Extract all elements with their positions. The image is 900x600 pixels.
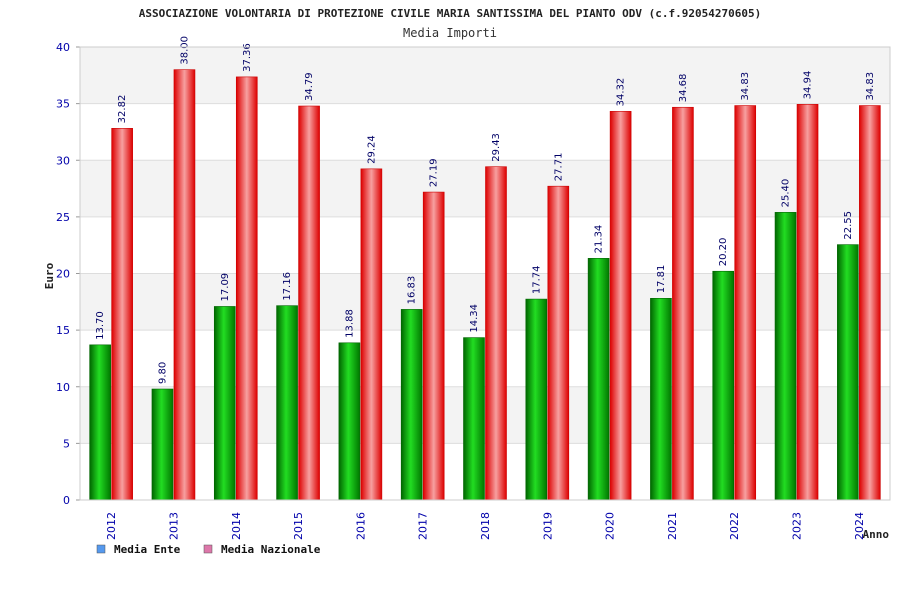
grid-band	[80, 160, 890, 217]
data-label: 22.55	[843, 211, 854, 240]
bar-media-ente	[587, 258, 610, 501]
data-label: 20.20	[718, 238, 729, 267]
plot-frame	[79, 46, 891, 501]
bar-media-ente	[837, 244, 859, 501]
data-label: 27.71	[553, 153, 564, 182]
bar-media-nazionale	[796, 104, 819, 501]
grid-band	[80, 47, 890, 104]
bar-media-nazionale	[859, 105, 881, 501]
y-axis-ticks: 0 5 10 15 20 25 30 35 40	[56, 41, 80, 507]
bar-media-nazionale	[609, 111, 632, 501]
data-label: 13.88	[344, 309, 355, 338]
y-tick-label: 5	[63, 437, 70, 450]
data-label: 34.94	[803, 71, 814, 100]
bar-media-nazionale	[360, 168, 383, 501]
y-tick-label: 15	[56, 324, 70, 337]
data-label: 17.74	[531, 265, 542, 294]
y-tick-label: 35	[56, 98, 70, 111]
bars	[89, 69, 881, 501]
data-label: 17.16	[282, 272, 293, 301]
x-tick-label: 2019	[541, 512, 554, 540]
data-labels: 13.70 32.82 9.80 38.00 17.09 37.36 17.16 34.79 1…	[95, 36, 876, 384]
data-label: 17.81	[656, 265, 667, 294]
x-tick-label: 2012	[105, 512, 118, 540]
bar-media-nazionale	[298, 105, 320, 501]
y-tick-label: 30	[56, 154, 70, 167]
data-label: 16.83	[407, 276, 418, 305]
legend-swatch-media-nazionale	[203, 544, 213, 554]
x-tick-label: 2022	[728, 512, 741, 540]
bar-media-nazionale	[485, 166, 507, 501]
x-tick-label: 2014	[230, 512, 243, 540]
data-label: 21.34	[594, 225, 605, 254]
grid-band	[80, 273, 890, 331]
data-label: 37.36	[242, 43, 253, 72]
y-axis-label: Euro	[43, 262, 56, 289]
data-label: 34.83	[865, 72, 876, 101]
grid-band	[80, 386, 890, 444]
x-tick-label: 2015	[292, 512, 305, 540]
bar-media-ente	[338, 342, 361, 501]
bar-media-ente	[213, 306, 236, 501]
data-label: 34.83	[740, 72, 751, 101]
x-tick-label: 2016	[354, 512, 367, 540]
bar-media-ente	[400, 309, 423, 501]
bar-media-ente	[712, 270, 735, 501]
bar-media-ente	[276, 305, 298, 501]
bar-media-ente	[774, 212, 797, 501]
bar-media-nazionale	[734, 105, 757, 501]
bar-media-nazionale	[173, 69, 196, 501]
bar-media-ente	[89, 344, 111, 501]
data-label: 32.82	[117, 95, 128, 124]
x-axis-ticks: 2012 2013 2014 2015 2016 2017 2018 2019 2020 2021…	[105, 512, 866, 540]
bar-media-ente	[463, 337, 485, 501]
data-label: 17.09	[220, 273, 231, 302]
y-tick-label: 20	[56, 268, 70, 281]
data-label: 29.24	[366, 135, 377, 164]
x-tick-label: 2024	[853, 512, 866, 540]
data-label: 34.68	[678, 74, 689, 103]
bar-media-nazionale	[547, 185, 570, 501]
data-label: 25.40	[781, 179, 792, 208]
bar-media-nazionale	[111, 128, 133, 501]
bar-media-ente	[650, 298, 672, 501]
chart-subtitle: Media Importi	[403, 26, 497, 40]
legend-label-media-ente: Media Ente	[114, 543, 181, 556]
x-tick-label: 2017	[417, 512, 430, 540]
bar-media-nazionale	[422, 191, 445, 501]
data-label: 38.00	[179, 36, 190, 65]
y-tick-label: 0	[63, 494, 70, 507]
grid-band	[80, 330, 890, 387]
y-tick-label: 25	[56, 211, 70, 224]
data-label: 27.19	[429, 158, 440, 187]
data-label: 13.70	[95, 311, 106, 340]
data-label: 34.79	[304, 72, 315, 101]
data-label: 34.32	[616, 78, 627, 107]
data-label: 29.43	[491, 133, 502, 162]
x-tick-label: 2023	[791, 512, 804, 540]
data-label: 14.34	[469, 304, 480, 333]
bar-media-nazionale	[672, 106, 694, 501]
x-axis-label: Anno	[863, 528, 890, 541]
legend-label-media-nazionale: Media Nazionale	[221, 543, 321, 556]
x-tick-label: 2013	[167, 512, 180, 540]
y-tick-label: 10	[56, 381, 70, 394]
data-label: 9.80	[157, 362, 168, 384]
grid-band	[80, 443, 890, 500]
x-tick-label: 2020	[604, 512, 617, 540]
x-tick-label: 2021	[666, 512, 679, 540]
bar-media-nazionale	[235, 76, 258, 501]
chart-title: ASSOCIAZIONE VOLONTARIA DI PROTEZIONE CI…	[139, 7, 762, 20]
x-tick-label: 2018	[479, 512, 492, 540]
grid-band	[80, 216, 890, 274]
bar-media-ente	[151, 388, 174, 501]
legend: Media Ente Media Nazionale	[96, 543, 321, 556]
bar-media-ente	[525, 298, 548, 501]
grid-band	[80, 103, 890, 161]
legend-swatch-media-ente	[96, 544, 106, 554]
y-tick-label: 40	[56, 41, 70, 54]
